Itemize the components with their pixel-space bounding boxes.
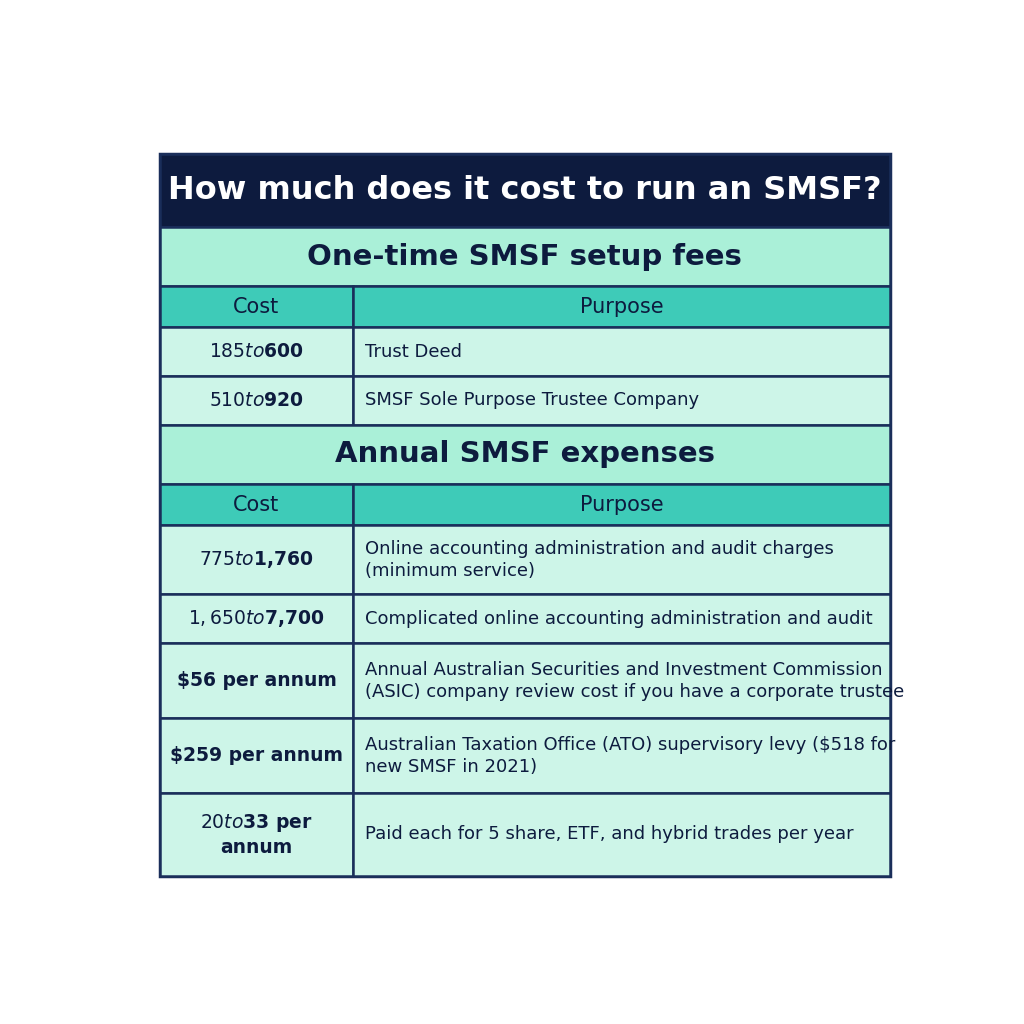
Bar [160, 286, 353, 327]
Text: Cost: Cost [233, 297, 280, 316]
Text: $510 to $920: $510 to $920 [209, 391, 304, 410]
Bar [353, 525, 890, 594]
Text: Purpose: Purpose [580, 495, 664, 514]
Text: $56 per annum: $56 per annum [176, 671, 337, 690]
Text: SMSF Sole Purpose Trustee Company: SMSF Sole Purpose Trustee Company [366, 391, 699, 410]
Bar [160, 425, 890, 484]
Bar [160, 227, 890, 286]
Text: $775 to $1,760: $775 to $1,760 [200, 549, 313, 570]
Text: Complicated online accounting administration and audit: Complicated online accounting administra… [366, 610, 872, 628]
Text: Purpose: Purpose [580, 297, 664, 316]
Text: $259 per annum: $259 per annum [170, 746, 343, 765]
Bar [353, 376, 890, 425]
Bar [353, 718, 890, 793]
Text: One-time SMSF setup fees: One-time SMSF setup fees [307, 243, 742, 270]
Bar [160, 376, 353, 425]
Bar [353, 484, 890, 525]
Text: Annual Australian Securities and Investment Commission
(ASIC) company review cos: Annual Australian Securities and Investm… [366, 660, 904, 700]
Bar [160, 718, 353, 793]
Bar [353, 793, 890, 876]
Bar [160, 525, 353, 594]
Bar [353, 594, 890, 643]
Text: Annual SMSF expenses: Annual SMSF expenses [335, 440, 715, 468]
Text: Cost: Cost [233, 495, 280, 514]
Bar [160, 155, 890, 227]
Bar [353, 643, 890, 718]
Text: Australian Taxation Office (ATO) supervisory levy ($518 for
new SMSF in 2021): Australian Taxation Office (ATO) supervi… [366, 735, 896, 776]
Text: Paid each for 5 share, ETF, and hybrid trades per year: Paid each for 5 share, ETF, and hybrid t… [366, 825, 854, 844]
Text: $1,650 to $7,700: $1,650 to $7,700 [188, 608, 325, 630]
Text: Trust Deed: Trust Deed [366, 343, 462, 360]
Bar [160, 327, 353, 376]
Text: How much does it cost to run an SMSF?: How much does it cost to run an SMSF? [168, 175, 882, 206]
Bar [160, 643, 353, 718]
Bar [353, 327, 890, 376]
Bar [160, 793, 353, 876]
Bar [160, 594, 353, 643]
Text: $20 to $33 per
annum: $20 to $33 per annum [200, 812, 312, 857]
Text: $185 to $600: $185 to $600 [209, 342, 304, 361]
Bar [160, 484, 353, 525]
Text: Online accounting administration and audit charges
(minimum service): Online accounting administration and aud… [366, 540, 834, 580]
Bar [353, 286, 890, 327]
